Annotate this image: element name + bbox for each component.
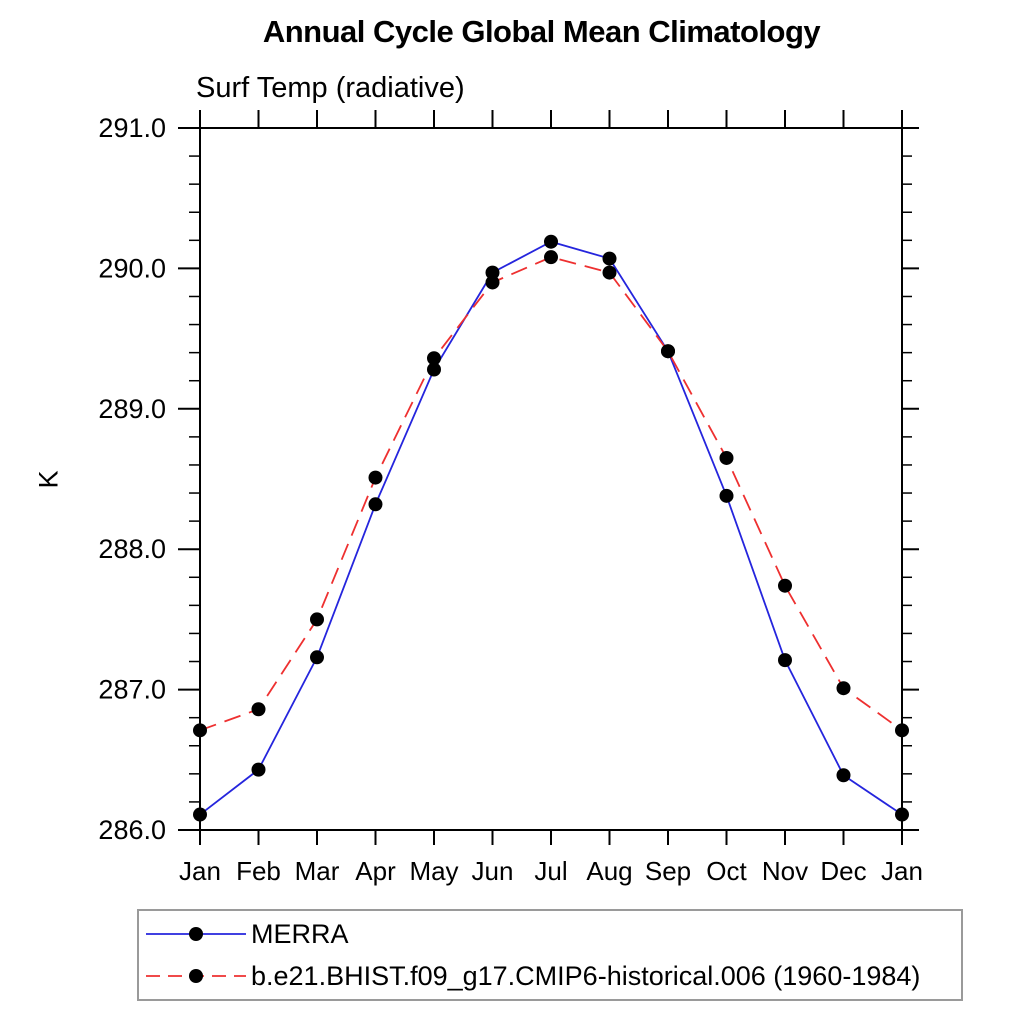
data-point-marker — [778, 578, 792, 593]
legend-merra-sample — [146, 927, 246, 941]
x-axis-label: Mar — [295, 856, 340, 886]
merra-series-line — [199, 240, 903, 816]
x-axis-label: Nov — [762, 856, 808, 886]
data-point-marker — [251, 762, 266, 777]
data-point-marker — [310, 650, 324, 665]
y-axis-tick-label: 290.0 — [98, 253, 166, 283]
x-axis-label: Sep — [645, 856, 691, 886]
legend-box: MERRA b.e21.BHIST.f09_g17.CMIP6-historic… — [137, 909, 963, 1001]
data-point-marker — [310, 612, 324, 627]
plot-frame — [199, 127, 903, 831]
x-axis-label: May — [409, 856, 458, 886]
legend-label-merra: MERRA — [251, 918, 349, 949]
chart-title: Annual Cycle Global Mean Climatology — [262, 14, 821, 49]
data-point-marker — [193, 807, 207, 822]
legend-row-merra: MERRA — [144, 914, 961, 954]
data-point-marker — [193, 723, 207, 738]
legend-row-model: b.e21.BHIST.f09_g17.CMIP6-historical.006… — [144, 956, 961, 996]
data-point-marker — [719, 450, 734, 465]
data-point-marker — [602, 251, 617, 266]
data-point-marker — [602, 265, 617, 280]
x-axis-label: Jan — [179, 856, 221, 886]
x-axis-label: Jan — [881, 856, 923, 886]
x-axis-label: Aug — [586, 856, 632, 886]
data-point-marker — [719, 488, 734, 503]
data-point-marker — [427, 351, 441, 366]
chart-subtitle: Surf Temp (radiative) — [196, 72, 465, 104]
x-axis-label: Jul — [534, 856, 567, 886]
y-axis-tick-label: 287.0 — [98, 675, 166, 705]
data-point-marker — [485, 265, 500, 280]
data-point-marker — [368, 497, 383, 512]
data-point-marker — [836, 768, 851, 783]
data-point-marker — [368, 470, 383, 485]
x-axis-label: Jun — [472, 856, 514, 886]
legend-label-model: b.e21.BHIST.f09_g17.CMIP6-historical.006… — [251, 960, 921, 991]
data-point-marker — [544, 234, 558, 249]
x-axis-label: Feb — [236, 856, 281, 886]
data-point-marker — [836, 681, 851, 696]
model-series-line — [199, 256, 903, 732]
y-axis-tick-label: 288.0 — [98, 534, 166, 564]
data-point-marker — [661, 344, 675, 359]
data-point-marker — [544, 250, 558, 265]
y-axis-tick-label: 291.0 — [98, 113, 166, 143]
data-point-marker — [895, 723, 909, 738]
x-axis-label: Apr — [355, 856, 396, 886]
y-axis-tick-label: 289.0 — [98, 394, 166, 424]
data-point-marker — [485, 275, 500, 290]
legend-model-sample — [146, 969, 246, 983]
data-point-marker — [251, 702, 266, 717]
legend-merra-marker-dot — [189, 927, 203, 941]
x-axis-label: Dec — [820, 856, 866, 886]
x-axis-label: Oct — [706, 856, 747, 886]
data-point-marker — [895, 807, 909, 822]
data-point-marker — [778, 653, 792, 668]
legend-model-marker-dot — [189, 969, 203, 983]
data-point-marker — [427, 362, 441, 377]
y-axis-tick-label: 286.0 — [98, 815, 166, 845]
